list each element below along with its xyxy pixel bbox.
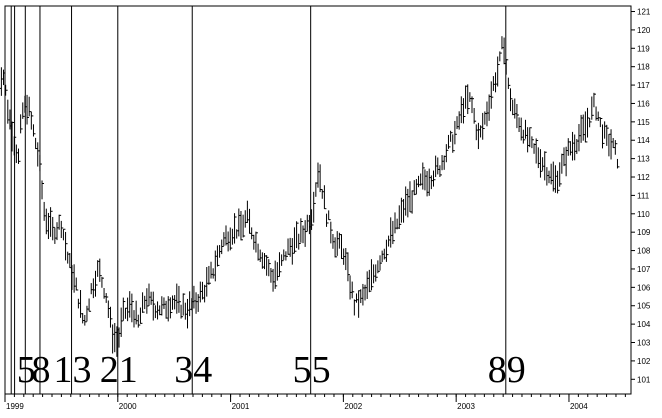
plot-frame <box>4 5 632 395</box>
y-tick-label: 110 <box>637 210 650 219</box>
y-tick-label: 106 <box>637 283 651 292</box>
x-tick-label: 2004 <box>570 402 588 411</box>
x-axis: 1999 2000 2001 2002 2003 2004 <box>4 394 626 411</box>
y-axis: 101 102 103 104 105 106 107 108 109 110 111 112 113 1… <box>631 8 651 384</box>
y-tick-label: 117 <box>637 81 650 90</box>
y-tick-label: 115 <box>637 118 650 127</box>
y-tick-label: 102 <box>637 357 651 366</box>
y-tick-label: 104 <box>637 320 651 329</box>
y-tick-label: 103 <box>637 339 651 348</box>
y-tick-label: 120 <box>637 26 651 35</box>
x-tick-label: 2001 <box>232 402 250 411</box>
cycle-label: 8 <box>31 349 50 391</box>
x-tick-label: 2003 <box>457 402 475 411</box>
y-tick-label: 119 <box>637 44 650 53</box>
cycle-lines <box>10 6 507 394</box>
cycle-label: 55 <box>293 349 331 391</box>
price-bars <box>0 36 620 357</box>
y-tick-label: 116 <box>637 99 650 108</box>
y-tick-label: 105 <box>637 302 651 311</box>
y-tick-label: 108 <box>637 247 651 256</box>
cycle-label: 21 <box>100 349 138 391</box>
cycle-label: 34 <box>174 349 212 391</box>
x-tick-label: 2000 <box>119 402 137 411</box>
y-tick-label: 111 <box>637 191 650 200</box>
y-tick-label: 101 <box>637 375 651 384</box>
y-tick-label: 107 <box>637 265 651 274</box>
cycle-labels: 58 13 21 34 55 89 <box>17 349 526 391</box>
y-tick-label: 114 <box>637 136 650 145</box>
y-tick-label: 118 <box>637 63 650 72</box>
cycle-label: 13 <box>54 349 92 391</box>
x-tick-label: 2002 <box>344 402 362 411</box>
y-tick-label: 109 <box>637 228 651 237</box>
cycle-label: 5 <box>17 349 36 391</box>
y-tick-label: 113 <box>637 155 650 164</box>
x-tick-label: 1999 <box>6 402 24 411</box>
y-tick-label: 121 <box>637 8 651 17</box>
cycle-label: 89 <box>488 349 526 391</box>
y-tick-label: 112 <box>637 173 650 182</box>
